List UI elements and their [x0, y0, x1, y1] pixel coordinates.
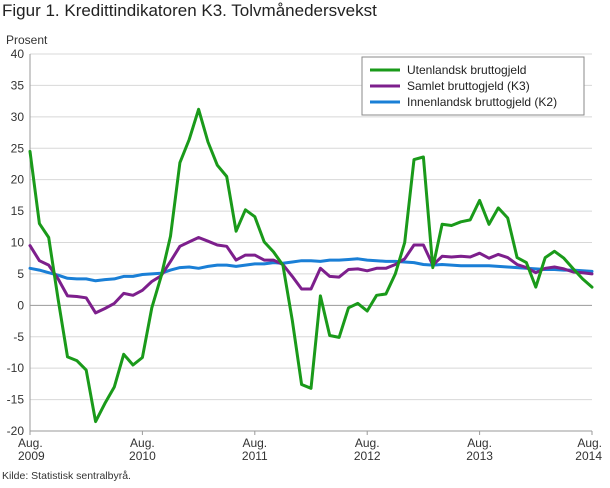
x-tick-year: 2010 — [129, 449, 156, 463]
x-tick-month: Aug. — [18, 436, 43, 450]
legend-label: Samlet bruttogjeld (K3) — [407, 79, 530, 93]
chart-title: Figur 1. Kredittindikatoren K3. Tolvmåne… — [2, 1, 377, 20]
x-tick-labels: Aug.2009Aug.2010Aug.2011Aug.2012Aug.2013… — [18, 431, 602, 463]
series-line-2 — [28, 236, 594, 315]
x-tick-month: Aug. — [577, 436, 602, 450]
y-axis-label: Prosent — [6, 33, 48, 47]
y-tick-label: 25 — [11, 141, 25, 155]
legend-label: Innenlandsk bruttogjeld (K2) — [407, 95, 557, 109]
y-tick-label: -10 — [7, 361, 25, 375]
y-tick-label: 10 — [11, 236, 25, 250]
x-tick-year: 2011 — [242, 449, 268, 463]
legend: Utenlandsk bruttogjeld Samlet bruttogjeld… — [361, 56, 585, 116]
y-tick-label: 5 — [17, 267, 24, 281]
y-tick-label: 35 — [11, 78, 25, 92]
x-tick-month: Aug. — [130, 436, 155, 450]
y-tick-label: -5 — [13, 330, 24, 344]
y-tick-label: 40 — [11, 47, 25, 61]
y-tick-label: 15 — [11, 204, 25, 218]
x-tick-year: 2012 — [354, 449, 381, 463]
legend-label: Utenlandsk bruttogjeld — [407, 63, 526, 77]
x-tick-month: Aug. — [355, 436, 380, 450]
x-tick-month: Aug. — [242, 436, 267, 450]
y-tick-label: 0 — [17, 298, 24, 312]
x-tick-year: 2009 — [18, 449, 45, 463]
series-line-3 — [28, 257, 594, 283]
y-tick-labels: -20 -15 -10 -5 0 5 10 15 20 25 30 35 40 — [7, 47, 25, 438]
y-tick-label: -15 — [7, 393, 25, 407]
series-lines — [28, 107, 594, 424]
y-tick-label: -20 — [7, 424, 25, 438]
source-note: Kilde: Statistisk sentralbyrå. — [2, 470, 131, 482]
x-tick-year: 2014 — [575, 449, 602, 463]
x-tick-year: 2013 — [466, 449, 493, 463]
y-tick-label: 20 — [11, 173, 25, 187]
y-tick-label: 30 — [11, 110, 25, 124]
series-line-1 — [28, 107, 594, 424]
x-tick-month: Aug. — [467, 436, 492, 450]
